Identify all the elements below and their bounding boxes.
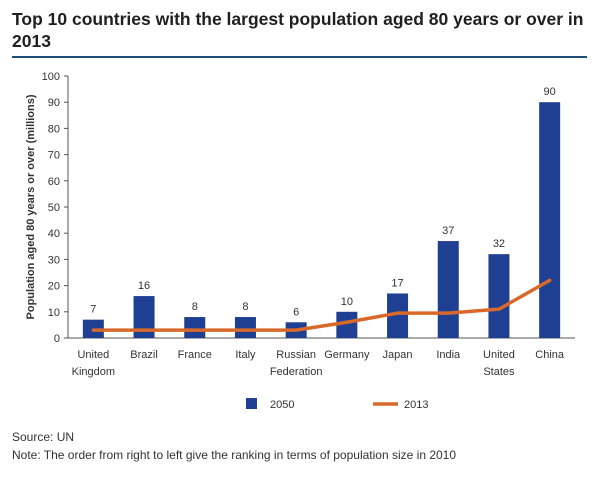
y-tick-label: 30 <box>48 254 60 266</box>
y-tick-label: 90 <box>48 97 60 109</box>
y-tick-label: 60 <box>48 176 60 188</box>
data-label: 17 <box>391 277 403 289</box>
x-tick-label-line: China <box>535 349 565 361</box>
x-tick-label-line: France <box>178 349 212 361</box>
x-tick-label-line: Federation <box>270 366 323 378</box>
data-label: 8 <box>242 301 248 313</box>
y-tick-label: 100 <box>42 71 60 83</box>
x-tick-label: Japan <box>383 349 413 361</box>
x-tick-label-line: States <box>483 366 515 378</box>
x-tick-label: China <box>535 349 565 361</box>
y-tick-label: 10 <box>48 307 60 319</box>
x-tick-label-line: United <box>483 349 515 361</box>
x-tick-label-line: India <box>436 349 461 361</box>
y-axis: 0 10 20 30 40 50 60 70 80 90 100 <box>42 71 69 345</box>
legend-label-2050: 2050 <box>270 399 294 411</box>
y-tick-label: 80 <box>48 123 60 135</box>
y-tick-label: 0 <box>54 333 60 345</box>
data-label: 10 <box>341 296 353 308</box>
x-tick-label: India <box>436 349 461 361</box>
data-label: 6 <box>293 306 299 318</box>
x-tick-label: United Kingdom <box>72 349 115 378</box>
bar <box>387 293 409 338</box>
data-label: 37 <box>442 225 454 237</box>
footer: Source: UN Note: The order from right to… <box>12 428 456 464</box>
x-tick-label-line: Germany <box>324 349 370 361</box>
series-line-2013 <box>91 278 552 332</box>
legend-label-2013: 2013 <box>404 399 428 411</box>
y-axis-label-group: Population aged 80 years or over (millio… <box>25 94 37 319</box>
line-series <box>91 278 552 332</box>
y-tick-label: 40 <box>48 228 60 240</box>
x-tick-label: Russian Federation <box>270 349 323 378</box>
x-tick-label: Germany <box>324 349 370 361</box>
chart: Population aged 80 years or over (millio… <box>25 71 575 411</box>
bar <box>437 241 459 338</box>
y-tick-label: 70 <box>48 150 60 162</box>
y-tick-label: 20 <box>48 281 60 293</box>
bars <box>82 102 561 338</box>
x-tick-label-line: Italy <box>235 349 256 361</box>
chart-title: Top 10 countries with the largest popula… <box>12 9 584 51</box>
x-axis: United Kingdom Brazil France Italy Russian Fed… <box>68 337 575 378</box>
data-label: 8 <box>192 301 198 313</box>
x-tick-label-line: Kingdom <box>72 366 115 378</box>
y-tick-label: 50 <box>48 202 60 214</box>
data-label: 90 <box>544 86 556 98</box>
legend: 2050 2013 <box>246 398 428 411</box>
x-tick-label: Italy <box>235 349 256 361</box>
data-labels: 7 16 8 8 6 10 17 37 32 90 <box>90 86 555 318</box>
x-tick-label-line: Russian <box>276 349 316 361</box>
ranking-note: Note: The order from right to left give … <box>12 448 457 462</box>
bar <box>539 102 561 338</box>
x-tick-label: Brazil <box>130 349 158 361</box>
source-note: Source: UN <box>12 430 75 444</box>
data-label: 16 <box>138 280 150 292</box>
bar <box>234 317 256 338</box>
x-tick-label-line: Brazil <box>130 349 158 361</box>
x-tick-label: United States <box>483 349 515 378</box>
x-tick-label: France <box>178 349 212 361</box>
x-tick-label-line: Japan <box>383 349 413 361</box>
title-rule <box>12 56 587 58</box>
legend-swatch-2050 <box>246 398 257 409</box>
data-label: 32 <box>493 238 505 250</box>
bar <box>488 254 510 338</box>
bar <box>336 311 358 338</box>
bar <box>133 296 155 338</box>
data-label: 7 <box>90 304 96 316</box>
bar <box>184 317 206 338</box>
x-tick-label-line: United <box>77 349 109 361</box>
y-axis-label: Population aged 80 years or over (millio… <box>25 94 37 319</box>
